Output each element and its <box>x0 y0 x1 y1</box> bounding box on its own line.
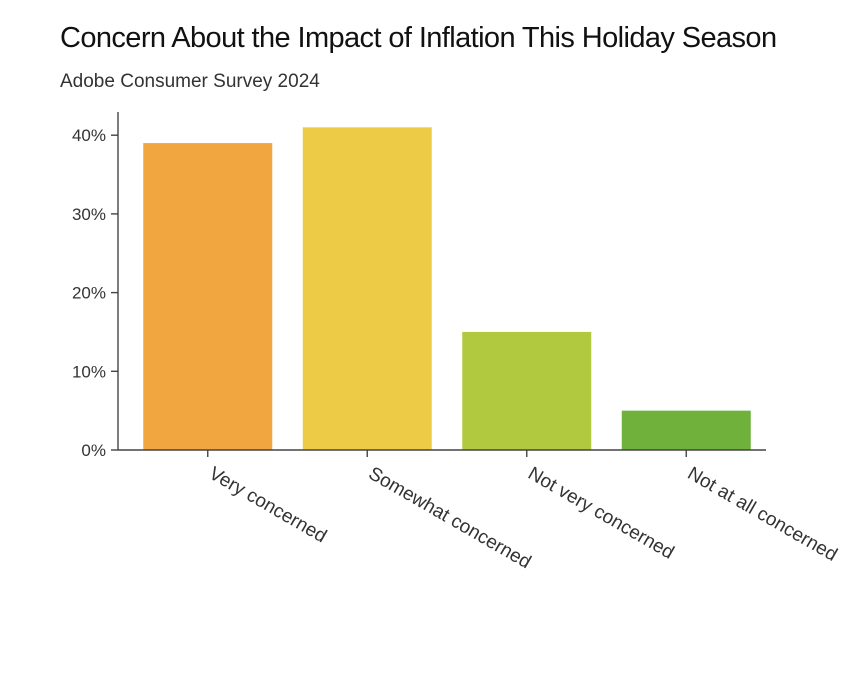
axes-group <box>117 112 766 451</box>
x-tick-label: Very concerned <box>205 463 330 547</box>
bars-group <box>143 127 751 450</box>
bar-not-very-concerned <box>462 331 592 450</box>
bar-very-concerned <box>143 143 273 450</box>
bar-somewhat-concerned <box>302 127 432 450</box>
chart-title: Concern About the Impact of Inflation Th… <box>60 22 777 54</box>
y-ticks-group: 0% 10% 20% 30% 40% <box>72 126 118 460</box>
y-tick-label: 0% <box>81 441 106 460</box>
x-tick-label: Not at all concerned <box>684 463 841 566</box>
y-tick-label: 30% <box>72 205 106 224</box>
y-tick-label: 10% <box>72 362 106 381</box>
x-tick-label: Not very concerned <box>524 463 677 564</box>
bar-not-at-all-concerned <box>621 410 751 450</box>
y-tick-label: 20% <box>72 284 106 303</box>
chart-subtitle: Adobe Consumer Survey 2024 <box>60 71 320 92</box>
x-tick-label: Somewhat concerned <box>365 463 535 573</box>
y-tick-label: 40% <box>72 126 106 145</box>
